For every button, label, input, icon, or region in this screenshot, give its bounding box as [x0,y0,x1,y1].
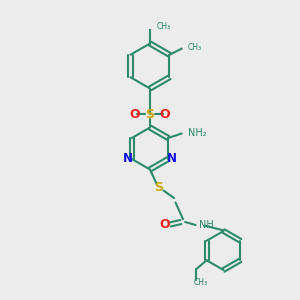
Text: CH₃: CH₃ [157,22,171,32]
Text: NH: NH [200,220,214,230]
Text: O: O [130,107,140,121]
Text: CH₃: CH₃ [194,278,208,287]
Text: S: S [154,181,164,194]
Text: N: N [167,152,177,166]
Text: CH₃: CH₃ [188,43,202,52]
Text: O: O [160,107,170,121]
Text: O: O [159,218,170,231]
Text: NH₂: NH₂ [188,128,206,139]
Text: N: N [123,152,133,166]
Text: S: S [146,107,154,121]
